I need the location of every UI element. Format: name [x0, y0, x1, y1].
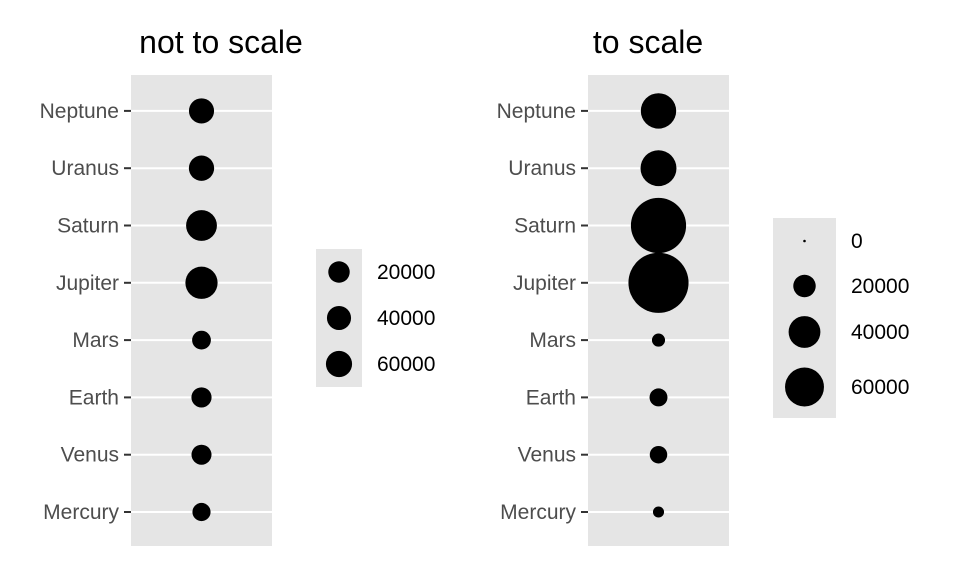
- data-point: [191, 444, 212, 465]
- legend-key: [793, 274, 816, 298]
- plot-panel: Mercury Venus Earth Mars Jupiter Saturn Uranus…: [40, 75, 272, 546]
- legend-key: [803, 239, 806, 243]
- legend-label: 40000: [851, 321, 909, 344]
- size-legend: 20000 40000 60000: [316, 249, 435, 387]
- y-tick-label: Mars: [72, 329, 119, 352]
- y-tick-label: Venus: [518, 444, 576, 467]
- legend-key: [788, 316, 821, 348]
- data-point: [191, 387, 212, 408]
- legend-key: [326, 305, 352, 331]
- y-tick-label: Saturn: [514, 215, 576, 238]
- y-tick-label: Uranus: [508, 157, 576, 180]
- y-tick-label: Mercury: [43, 501, 119, 524]
- chart-title: not to scale: [139, 24, 303, 60]
- y-tick-label: Saturn: [57, 215, 119, 238]
- panel-background: [131, 75, 272, 546]
- y-tick-label: Earth: [526, 386, 576, 409]
- legend-label: 60000: [851, 376, 909, 399]
- y-tick-label: Earth: [69, 386, 119, 409]
- data-point: [188, 98, 215, 124]
- legend-key: [325, 350, 353, 378]
- chart-title: to scale: [593, 24, 703, 60]
- data-point: [192, 330, 211, 350]
- y-tick-label: Venus: [61, 444, 119, 467]
- size-legend: 0 20000 40000 60000: [773, 218, 909, 418]
- legend-label: 20000: [377, 261, 435, 284]
- plot-panel: Mercury Venus Earth Mars Jupiter Saturn Uranus…: [497, 75, 729, 546]
- data-point: [186, 210, 217, 241]
- data-point: [628, 252, 689, 313]
- data-point: [652, 506, 665, 518]
- data-point: [630, 197, 687, 254]
- legend-label: 20000: [851, 275, 909, 298]
- legend-key: [785, 367, 824, 407]
- data-point: [649, 445, 668, 464]
- data-point: [192, 502, 211, 522]
- data-point: [185, 266, 218, 299]
- data-point: [649, 388, 668, 407]
- data-point: [188, 155, 215, 181]
- legend-key: [328, 261, 350, 283]
- chart-not-to-scale: not to scale Mercury Venus Earth Mars Jupite…: [40, 24, 435, 546]
- data-point: [651, 333, 666, 347]
- y-tick-label: Jupiter: [513, 272, 576, 295]
- data-point: [640, 150, 677, 187]
- chart-to-scale: to scale Mercury Venus Earth Mars Jupiter Sat…: [497, 24, 909, 546]
- y-tick-label: Mercury: [500, 501, 576, 524]
- legend-label: 0: [851, 230, 863, 253]
- y-tick-label: Jupiter: [56, 272, 119, 295]
- y-tick-label: Neptune: [497, 100, 576, 123]
- legend-label: 60000: [377, 353, 435, 376]
- y-tick-label: Uranus: [51, 157, 119, 180]
- data-point: [640, 93, 677, 129]
- legend-label: 40000: [377, 307, 435, 330]
- y-tick-label: Mars: [529, 329, 576, 352]
- y-tick-label: Neptune: [40, 100, 119, 123]
